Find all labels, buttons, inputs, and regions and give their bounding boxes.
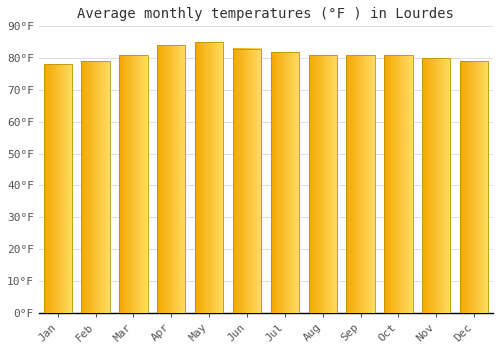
Title: Average monthly temperatures (°F ) in Lourdes: Average monthly temperatures (°F ) in Lo… [78, 7, 454, 21]
Bar [422, 58, 450, 313]
Bar [44, 64, 72, 313]
Bar [82, 61, 110, 313]
Bar [233, 49, 261, 313]
Bar [270, 52, 299, 313]
Bar [384, 55, 412, 313]
Bar [157, 46, 186, 313]
Bar [346, 55, 375, 313]
Bar [308, 55, 337, 313]
Bar [119, 55, 148, 313]
Bar [460, 61, 488, 313]
Bar [195, 42, 224, 313]
